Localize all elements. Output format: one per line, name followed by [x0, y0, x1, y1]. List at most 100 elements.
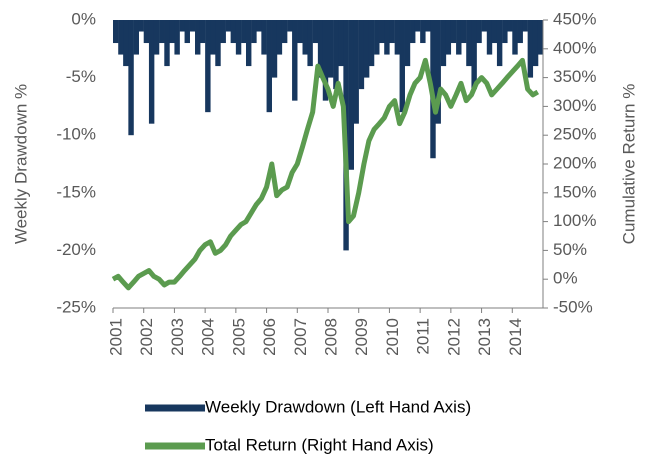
drawdown-bar: [225, 20, 232, 32]
y2-tick-label: -50%: [553, 297, 593, 316]
y-tick-label: -10%: [56, 125, 96, 144]
x-tick-label: 2011: [414, 318, 433, 355]
drawdown-bar: [317, 20, 324, 78]
drawdown-bar: [404, 20, 411, 67]
drawdown-bar: [502, 20, 508, 44]
drawdown-bar: [307, 20, 313, 67]
drawdown-bar: [205, 20, 211, 113]
drawdown-bar: [153, 20, 160, 55]
drawdown-bar: [486, 20, 493, 55]
y2-tick-label: 250%: [553, 125, 596, 144]
drawdown-bar: [348, 20, 354, 170]
x-tick-label: 2005: [229, 318, 248, 356]
drawdown-bar: [312, 20, 319, 44]
return-line: [111, 57, 540, 291]
y2-tick-label: 400%: [553, 38, 596, 57]
drawdown-bar: [118, 20, 124, 55]
drawdown-bar: [123, 20, 129, 67]
x-tick-label: 2013: [475, 318, 494, 356]
y-tick-label: -25%: [56, 297, 96, 316]
x-tick-label: 2008: [321, 318, 340, 356]
y2-tick-label: 300%: [553, 96, 596, 115]
drawdown-bar: [522, 20, 528, 32]
drawdown-bar: [338, 20, 344, 67]
x-tick-label: 2002: [137, 318, 156, 356]
drawdown-bar: [210, 20, 216, 55]
drawdown-bar: [128, 20, 134, 136]
drawdown-bar: [389, 20, 395, 44]
drawdown-bar: [138, 20, 144, 32]
y-tick-label: -5%: [66, 67, 96, 86]
drawdown-bar: [507, 20, 513, 32]
drawdown-bar: [261, 20, 267, 55]
drawdown-bar: [287, 20, 293, 32]
drawdown-bar: [184, 20, 190, 44]
x-tick-label: 2003: [168, 318, 187, 356]
drawdown-bar: [245, 20, 252, 67]
drawdown-bar: [512, 20, 518, 55]
y-tick-label: -15%: [56, 182, 96, 201]
drawdown-bar: [220, 20, 226, 44]
y2-tick-label: 100%: [553, 211, 596, 230]
x-tick-label: 2001: [106, 318, 125, 356]
drawdown-bar: [374, 20, 380, 55]
drawdown-bar: [179, 20, 186, 32]
drawdown-bar: [460, 20, 467, 44]
drawdown-bar: [394, 20, 401, 55]
drawdown-bar: [410, 20, 416, 44]
drawdown-bar: [476, 20, 482, 44]
legend-label: Total Return (Right Hand Axis): [205, 435, 434, 454]
drawdown-bar: [363, 20, 370, 78]
y2-tick-label: 0%: [553, 269, 578, 288]
drawdown-bar: [466, 20, 472, 67]
drawdown-bar: [143, 20, 150, 44]
drawdown-bar: [235, 20, 242, 55]
drawdown-bar: [297, 20, 303, 44]
drawdown-bar: [445, 20, 452, 55]
drawdown-bar: [358, 20, 365, 90]
drawdown-bar: [241, 20, 247, 44]
x-tick-label: 2004: [199, 318, 218, 356]
drawdown-bar: [251, 20, 257, 44]
drawdown-bar: [414, 20, 421, 32]
drawdown-bar: [292, 20, 298, 101]
drawdown-bar: [353, 20, 359, 124]
drawdown-bar: [271, 20, 278, 78]
drawdown-bar: [399, 20, 405, 113]
drawdown-bar: [517, 20, 523, 44]
x-tick-label: 2012: [444, 318, 463, 356]
drawdown-bar: [256, 20, 262, 32]
drawdown-bar: [281, 20, 288, 44]
drawdown-bar: [113, 20, 119, 44]
y2-tick-label: 150%: [553, 182, 596, 201]
drawdown-bar: [333, 20, 339, 90]
drawdown-bar: [164, 20, 170, 67]
y-axis-title: Weekly Drawdown %: [11, 84, 30, 244]
drawdown-bar: [379, 20, 385, 44]
drawdown-bar: [230, 20, 237, 44]
x-tick-label: 2014: [506, 318, 525, 356]
drawdown-bar: [456, 20, 462, 55]
drawdown-bar: [159, 20, 165, 44]
drawdown-bar: [440, 20, 447, 67]
drawdown-bar: [148, 20, 155, 124]
drawdown-bar: [195, 20, 201, 55]
drawdown-bar: [266, 20, 272, 113]
y2-tick-label: 450%: [553, 9, 596, 28]
x-tick-label: 2007: [291, 318, 310, 356]
drawdown-bar: [276, 20, 283, 55]
y-tick-label: 0%: [71, 9, 96, 28]
y2-tick-label: 350%: [553, 67, 596, 86]
drawdown-bar: [189, 20, 196, 32]
drawdown-bar: [537, 20, 544, 55]
drawdown-bar: [302, 20, 308, 55]
drawdown-bar: [532, 20, 539, 67]
drawdown-bar: [174, 20, 180, 55]
drawdown-bar: [527, 20, 534, 78]
x-tick-label: 2009: [352, 318, 371, 356]
y2-tick-label: 200%: [553, 153, 596, 172]
drawdown-bar: [491, 20, 498, 44]
drawdown-bar: [435, 20, 441, 124]
drawdown-bar: [328, 20, 334, 78]
